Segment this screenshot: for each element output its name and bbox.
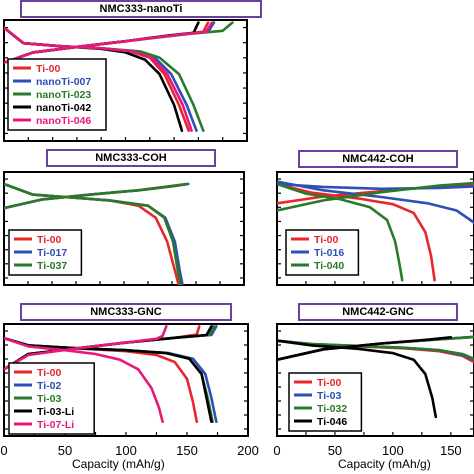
x-tick-label: 100 <box>382 443 404 458</box>
x-tick-label: 0 <box>0 443 7 458</box>
charge-curve-ti-037 <box>4 182 189 210</box>
discharge-curve-ti-046 <box>277 339 438 419</box>
x-tick-label: 50 <box>58 443 72 458</box>
panel-3: 0 50 100 150 200 Ti-00Ti-02Ti-03Ti-03-LiTi-07… <box>0 323 259 458</box>
charge-curve-ti-016 <box>277 182 474 191</box>
legend-label-ti-00: Ti-00 <box>314 234 338 246</box>
charge-curve-nanoti-046 <box>4 21 214 64</box>
x-tick-label: 150 <box>440 443 462 458</box>
legend-label-ti-046: Ti-046 <box>317 416 347 428</box>
legend-label-nanoti-046: nanoTi-046 <box>36 115 91 127</box>
discharge-curve-ti-037 <box>4 182 182 285</box>
panel-title-nmc333-gnc: NMC333-GNC <box>20 303 232 321</box>
discharge-curve-ti-040 <box>277 182 404 282</box>
legend-label-ti-00: Ti-00 <box>37 367 61 379</box>
legend-label-ti-03: Ti-03 <box>317 390 341 402</box>
discharge-curve-ti-07-li <box>4 337 164 423</box>
legend-label-ti-037: Ti-037 <box>37 260 67 272</box>
x-tick-label: 100 <box>115 443 137 458</box>
legend-label-ti-07-li: Ti-07-Li <box>37 419 74 431</box>
panel-title-nmc333-coh: NMC333-COH <box>46 149 216 167</box>
plot-frame <box>276 171 474 286</box>
legend-label-nanoti-007: nanoTi-007 <box>36 76 91 88</box>
discharge-curve-ti-03-li <box>4 337 213 423</box>
x-tick-label: 200 <box>237 443 259 458</box>
legend-label-nanoti-023: nanoTi-023 <box>36 89 91 101</box>
plot-frame <box>276 323 474 437</box>
x-axis-label-nmc442-gnc: Capacity (mAh/g) <box>338 457 431 471</box>
discharge-curve-ti-032 <box>277 339 474 361</box>
legend-label-ti-00: Ti-00 <box>37 234 61 246</box>
legend-label-ti-00: Ti-00 <box>317 377 341 389</box>
panel-0: Ti-00nanoTi-007nanoTi-023nanoTi-042nanoT… <box>3 19 248 142</box>
x-axis-label-nmc333-gnc: Capacity (mAh/g) <box>72 457 165 471</box>
legend-label-ti-00: Ti-00 <box>36 63 60 75</box>
legend-label-ti-03-li: Ti-03-Li <box>37 406 74 418</box>
legend-label-ti-03: Ti-03 <box>37 393 61 405</box>
discharge-curve-ti-016 <box>277 180 474 224</box>
panel-title-nmc333-nanoti: NMC333-nanoTi <box>20 0 262 18</box>
legend-label-ti-032: Ti-032 <box>317 403 347 415</box>
charge-curve-nanoti-042 <box>4 21 200 64</box>
x-tick-label: 50 <box>328 443 342 458</box>
legend-label-ti-016: Ti-016 <box>314 247 344 259</box>
charge-curve-ti-046 <box>277 336 453 361</box>
panel-title-nmc442-coh: NMC442-COH <box>298 150 458 168</box>
discharge-curve-ti-00 <box>277 182 436 282</box>
legend-label-ti-017: Ti-017 <box>37 247 67 259</box>
legend-label-ti-02: Ti-02 <box>37 380 61 392</box>
charge-curve-ti-040 <box>277 181 474 212</box>
panel-title-nmc442-gnc: NMC442-GNC <box>298 303 458 321</box>
legend-label-nanoti-042: nanoTi-042 <box>36 102 91 114</box>
x-tick-label: 150 <box>176 443 198 458</box>
discharge-curve-nanoti-046 <box>4 26 193 132</box>
legend-label-ti-040: Ti-040 <box>314 260 344 272</box>
charge-curve-ti-07-li <box>4 325 168 371</box>
x-tick-label: 0 <box>273 443 280 458</box>
